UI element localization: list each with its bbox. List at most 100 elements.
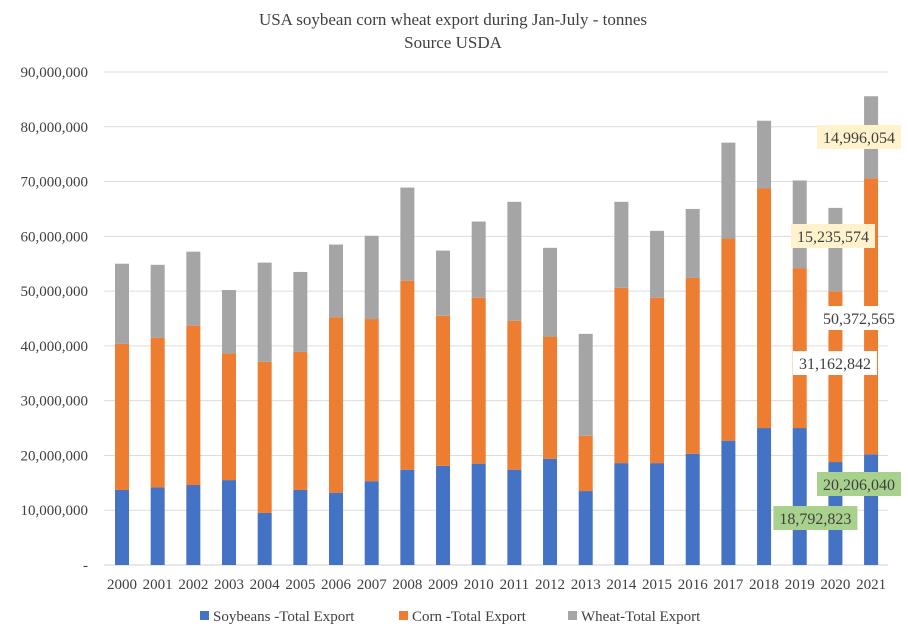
data-label-background <box>773 506 858 530</box>
legend-item: Soybeans -Total Export <box>200 609 355 625</box>
y-tick-label: 30,000,000 <box>21 394 89 410</box>
bar-corn-2005 <box>293 351 308 490</box>
x-tick-label: 2007 <box>357 577 388 593</box>
bar-wheattotal-2005 <box>293 271 308 352</box>
bar-soybeans-2011 <box>507 469 522 565</box>
y-tick-label: 20,000,000 <box>21 448 89 464</box>
x-tick-label: 2014 <box>606 577 637 593</box>
bar-wheattotal-2007 <box>364 235 379 320</box>
bar-wheattotal-2000 <box>115 263 129 344</box>
data-label: 50,372,565 <box>817 306 901 330</box>
y-axis: - 10,000,000 20,000,000 30,000,000 40,000,00… <box>21 65 89 574</box>
x-tick-label: 2011 <box>500 577 529 593</box>
bar-wheattotal-2014 <box>614 201 629 288</box>
x-tick-label: 2008 <box>392 577 422 593</box>
bar-corn-2018 <box>757 188 772 429</box>
data-label-text: 18,792,823 <box>779 511 851 528</box>
bar-corn-2015 <box>650 297 665 464</box>
bar-wheattotal-2017 <box>721 142 736 239</box>
legend-swatch <box>200 611 209 620</box>
legend-item: Corn -Total Export <box>399 609 527 625</box>
data-label: 18,792,823 <box>773 506 858 530</box>
bar-corn-2002 <box>186 325 201 486</box>
legend-label: Soybeans -Total Export <box>213 609 355 625</box>
x-tick-label: 2001 <box>143 577 173 593</box>
x-tick-label: 2019 <box>785 577 815 593</box>
bar-soybeans-2018 <box>757 428 772 565</box>
legend-swatch <box>399 611 408 620</box>
bar-wheattotal-2015 <box>650 230 665 298</box>
legend-item: Wheat-Total Export <box>568 609 701 625</box>
bar-corn-2001 <box>150 337 165 488</box>
bar-wheattotal-2010 <box>471 221 486 298</box>
data-label: 15,235,574 <box>791 224 875 248</box>
bar-wheattotal-2016 <box>685 208 700 278</box>
y-tick-label: 60,000,000 <box>21 229 89 245</box>
x-tick-label: 2016 <box>678 577 709 593</box>
x-tick-label: 2005 <box>285 577 315 593</box>
bar-corn-2020 <box>828 291 843 463</box>
data-label-background <box>817 125 901 149</box>
x-tick-label: 2015 <box>642 577 672 593</box>
y-tick-label: 80,000,000 <box>21 120 89 136</box>
x-tick-label: 2017 <box>713 577 744 593</box>
bar-wheattotal-2006 <box>329 244 344 318</box>
y-tick-label: 10,000,000 <box>21 503 89 519</box>
x-tick-label: 2013 <box>571 577 601 593</box>
legend: Soybeans -Total Export Corn -Total Export… <box>200 609 701 625</box>
bar-soybeans-2003 <box>222 480 237 565</box>
data-label: 20,206,040 <box>817 472 901 496</box>
bar-soybeans-2014 <box>614 463 629 565</box>
legend-label: Corn -Total Export <box>412 609 527 625</box>
x-tick-label: 2021 <box>856 577 886 593</box>
bar-corn-2006 <box>329 317 344 493</box>
x-tick-label: 2000 <box>107 577 137 593</box>
bar-wheattotal-2003 <box>222 290 237 354</box>
x-tick-label: 2002 <box>178 577 208 593</box>
y-tick-label: 90,000,000 <box>21 65 89 81</box>
x-tick-label: 2018 <box>749 577 779 593</box>
bar-soybeans-2004 <box>257 512 272 565</box>
bar-corn-2013 <box>578 435 593 492</box>
x-tick-label: 2006 <box>321 577 352 593</box>
x-tick-label: 2009 <box>428 577 458 593</box>
data-label: 14,996,054 <box>817 125 901 149</box>
bar-corn-2016 <box>685 277 700 454</box>
bar-corn-2014 <box>614 287 629 464</box>
data-label-background <box>817 306 901 330</box>
x-axis: 2000 2001 2002 2003 2004 2005 2006 2007 2008 2009… <box>107 577 886 593</box>
bar-corn-2011 <box>507 320 522 470</box>
bar-wheattotal-2001 <box>150 264 165 338</box>
bar-wheattotal-2008 <box>400 187 415 281</box>
y-tick-label: 40,000,000 <box>21 339 89 355</box>
bar-soybeans-2021 <box>864 454 879 565</box>
bar-corn-2019 <box>792 268 807 429</box>
chart-subtitle: Source USDA <box>404 33 502 52</box>
bar-soybeans-2013 <box>578 491 593 565</box>
x-tick-label: 2004 <box>250 577 281 593</box>
bar-soybeans-2012 <box>543 458 558 565</box>
data-label-text: 14,996,054 <box>823 130 895 147</box>
bar-corn-2012 <box>543 336 558 459</box>
data-label-background <box>791 224 875 248</box>
bar-corn-2017 <box>721 238 736 441</box>
chart-title: USA soybean corn wheat export during Jan… <box>259 10 647 29</box>
bar-corn-2007 <box>364 319 379 482</box>
x-tick-label: 2012 <box>535 577 565 593</box>
bar-corn-2004 <box>257 361 272 513</box>
bar-soybeans-2015 <box>650 463 665 565</box>
bar-soybeans-2010 <box>471 463 486 565</box>
legend-label: Wheat-Total Export <box>581 609 701 625</box>
bar-corn-2000 <box>115 343 129 490</box>
bar-soybeans-2008 <box>400 469 415 565</box>
bars <box>115 96 879 565</box>
bar-soybeans-2019 <box>792 428 807 565</box>
data-label: 31,162,842 <box>793 351 877 375</box>
bar-corn-2008 <box>400 280 415 470</box>
bar-soybeans-2005 <box>293 489 308 565</box>
bar-wheattotal-2011 <box>507 201 522 321</box>
data-label-background <box>793 351 877 375</box>
data-label-text: 15,235,574 <box>797 229 869 246</box>
x-tick-label: 2010 <box>464 577 494 593</box>
